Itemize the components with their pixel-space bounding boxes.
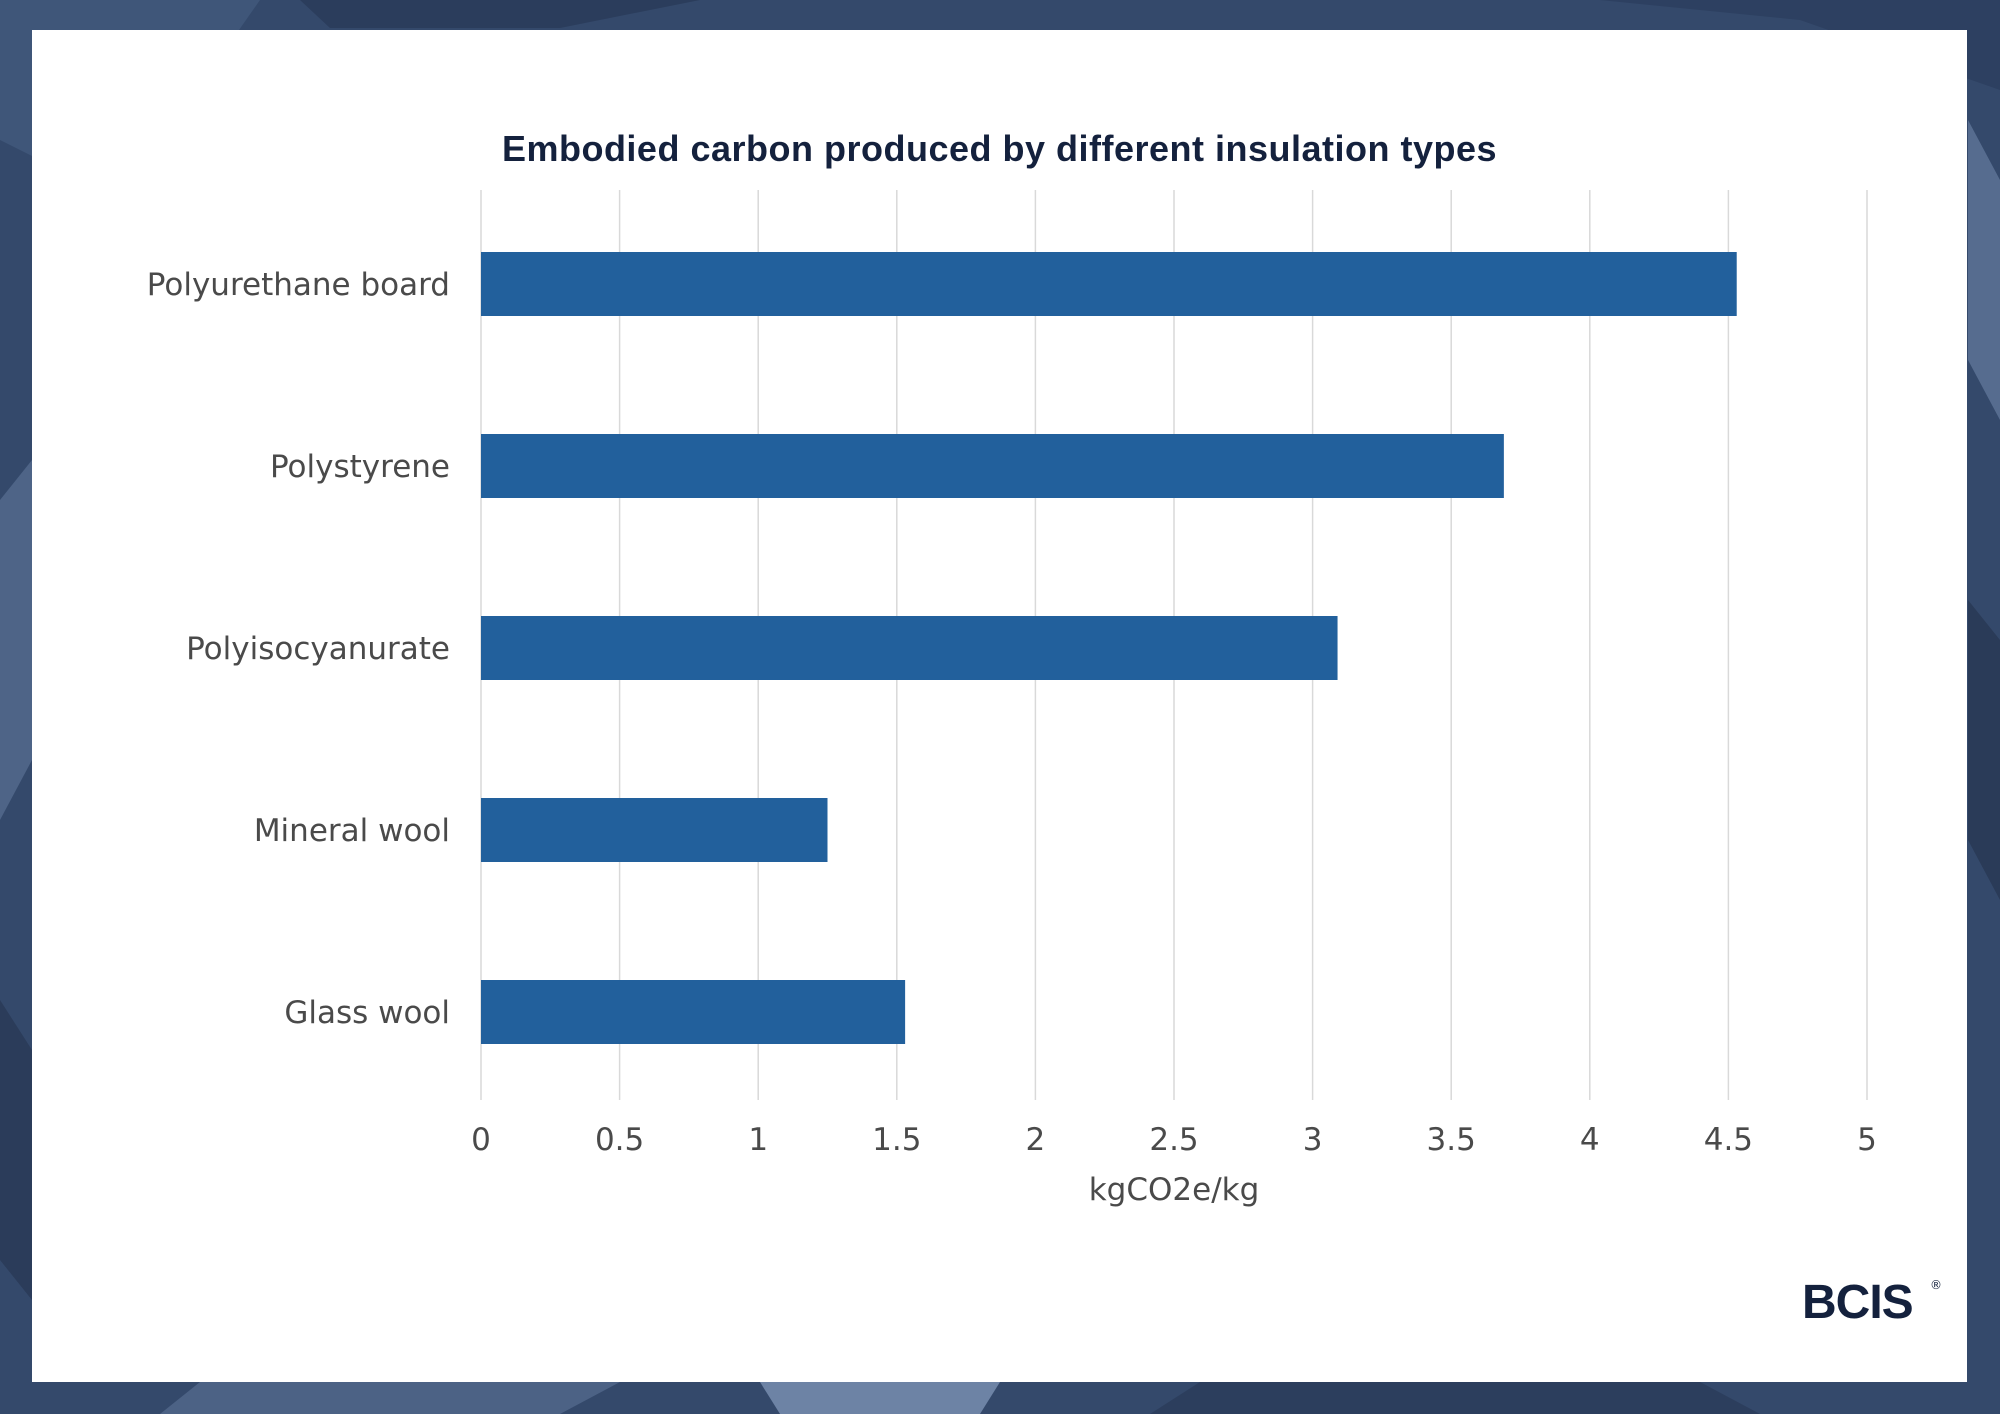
category-label: Polyurethane board — [147, 267, 450, 303]
category-label: Polystyrene — [270, 449, 450, 485]
bar-mineral-wool — [481, 798, 828, 862]
chart-card: Embodied carbon produced by different in… — [32, 30, 1967, 1382]
bar-polyurethane-board — [481, 252, 1737, 316]
x-tick-label: 1 — [748, 1122, 768, 1158]
bar-polyisocyanurate — [481, 616, 1338, 680]
registered-mark: ® — [1930, 1278, 1942, 1292]
x-tick-label: 4.5 — [1704, 1122, 1753, 1158]
x-tick-label: 0 — [471, 1122, 491, 1158]
x-tick-label: 3.5 — [1427, 1122, 1476, 1158]
x-tick-label: 5 — [1857, 1122, 1877, 1158]
chart-title: Embodied carbon produced by different in… — [501, 128, 1498, 169]
x-tick-label: 0.5 — [595, 1122, 644, 1158]
bar-polystyrene — [481, 434, 1504, 498]
x-tick-label: 3 — [1303, 1122, 1323, 1158]
bar-chart: 0 0.5 1 1.5 2 2.5 3 3.5 4 4.5 5 Polyurethane board P… — [147, 190, 1877, 1208]
bcis-logo: BCIS — [1802, 1276, 1914, 1329]
bar-glass-wool — [481, 980, 906, 1044]
x-tick-label: 2.5 — [1149, 1122, 1198, 1158]
category-label: Glass wool — [284, 995, 450, 1031]
category-label: Polyisocyanurate — [186, 631, 450, 667]
x-tick-label: 2 — [1026, 1122, 1046, 1158]
x-tick-label: 1.5 — [872, 1122, 921, 1158]
category-label: Mineral wool — [254, 813, 450, 849]
x-axis-title: kgCO2e/kg — [1089, 1172, 1260, 1208]
x-tick-label: 4 — [1580, 1122, 1600, 1158]
